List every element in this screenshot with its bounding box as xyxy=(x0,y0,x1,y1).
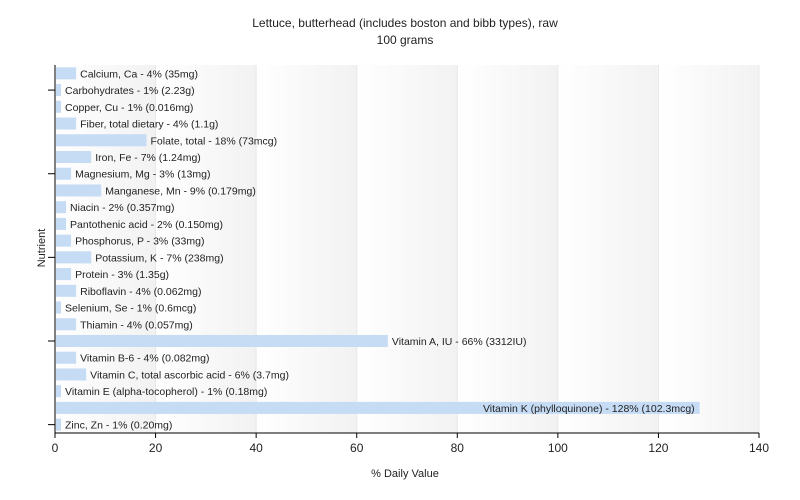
y-axis-title: Nutrient xyxy=(36,229,48,268)
x-tick-label: 100 xyxy=(548,441,568,455)
x-tick-label: 20 xyxy=(149,441,163,455)
bar xyxy=(56,134,147,147)
bar xyxy=(56,117,77,130)
bar xyxy=(56,318,77,331)
bar-label: Vitamin B-6 - 4% (0.082mg) xyxy=(80,353,209,365)
bar-label: Selenium, Se - 1% (0.6mcg) xyxy=(65,303,196,315)
background-band xyxy=(356,65,458,433)
x-tick-label: 60 xyxy=(350,441,364,455)
bar-label: Vitamin A, IU - 66% (3312IU) xyxy=(392,336,527,348)
background-band xyxy=(658,65,759,433)
x-tick-label: 0 xyxy=(52,441,59,455)
x-axis-title: % Daily Value xyxy=(371,468,439,480)
bar-label: Vitamin K (phylloquinone) - 128% (102.3m… xyxy=(483,403,695,415)
bar xyxy=(56,234,72,247)
bar-label: Phosphorus, P - 3% (33mg) xyxy=(75,236,204,248)
bar-label: Copper, Cu - 1% (0.016mg) xyxy=(65,102,193,114)
x-tick-label: 140 xyxy=(749,441,769,455)
bar-label: Manganese, Mn - 9% (0.179mg) xyxy=(105,185,256,197)
bar-label: Iron, Fe - 7% (1.24mg) xyxy=(95,152,201,164)
axes-group xyxy=(48,65,760,438)
x-tick-label: 40 xyxy=(249,441,263,455)
chart-subtitle: 100 grams xyxy=(377,33,434,47)
bar xyxy=(56,217,67,230)
bar xyxy=(56,67,77,80)
chart-title: Lettuce, butterhead (includes boston and… xyxy=(252,16,558,30)
bar-label: Folate, total - 18% (73mcg) xyxy=(151,135,278,147)
bar xyxy=(56,284,77,297)
bar xyxy=(56,268,72,281)
x-tick-label: 80 xyxy=(451,441,465,455)
bar-label: Fiber, total dietary - 4% (1.1g) xyxy=(80,119,218,131)
bar xyxy=(56,84,62,97)
x-tick-labels: 0 20 40 60 80 100 120 140 xyxy=(52,441,770,455)
background-band xyxy=(155,65,257,433)
bar xyxy=(56,301,62,314)
x-tick-label: 120 xyxy=(648,441,668,455)
bar xyxy=(56,100,62,113)
bar-label: Potassium, K - 7% (238mg) xyxy=(95,252,223,264)
bar xyxy=(56,385,62,398)
bar xyxy=(56,401,700,414)
background-band xyxy=(457,65,558,433)
bar-label: Riboflavin - 4% (0.062mg) xyxy=(80,286,201,298)
bar-label: Vitamin C, total ascorbic acid - 6% (3.7… xyxy=(90,369,289,381)
plot-background xyxy=(55,65,759,433)
bar xyxy=(56,167,72,180)
bar xyxy=(56,334,388,348)
background-band xyxy=(557,65,659,433)
bar xyxy=(56,251,92,264)
bar-label: Niacin - 2% (0.357mg) xyxy=(70,202,174,214)
bar-label: Protein - 3% (1.35g) xyxy=(75,269,169,281)
background-band xyxy=(256,65,357,433)
bar xyxy=(56,150,92,164)
bar xyxy=(56,351,77,364)
bar-label: Pantothenic acid - 2% (0.150mg) xyxy=(70,219,223,231)
bar xyxy=(56,368,87,381)
bar-label: Calcium, Ca - 4% (35mg) xyxy=(80,68,198,80)
grid-lines xyxy=(155,65,760,433)
bar xyxy=(56,201,67,214)
bars-group: Calcium, Ca - 4% (35mg) Carbohydrates - 1… xyxy=(56,67,700,432)
bar-label: Vitamin E (alpha-tocopherol) - 1% (0.18m… xyxy=(65,386,267,398)
bar-label: Thiamin - 4% (0.057mg) xyxy=(80,319,193,331)
bar-label: Magnesium, Mg - 3% (13mg) xyxy=(75,169,210,181)
bar xyxy=(56,184,102,197)
bar-label: Zinc, Zn - 1% (0.20mg) xyxy=(65,420,172,432)
bar-label: Carbohydrates - 1% (2.23g) xyxy=(65,85,195,97)
bar xyxy=(56,418,62,431)
